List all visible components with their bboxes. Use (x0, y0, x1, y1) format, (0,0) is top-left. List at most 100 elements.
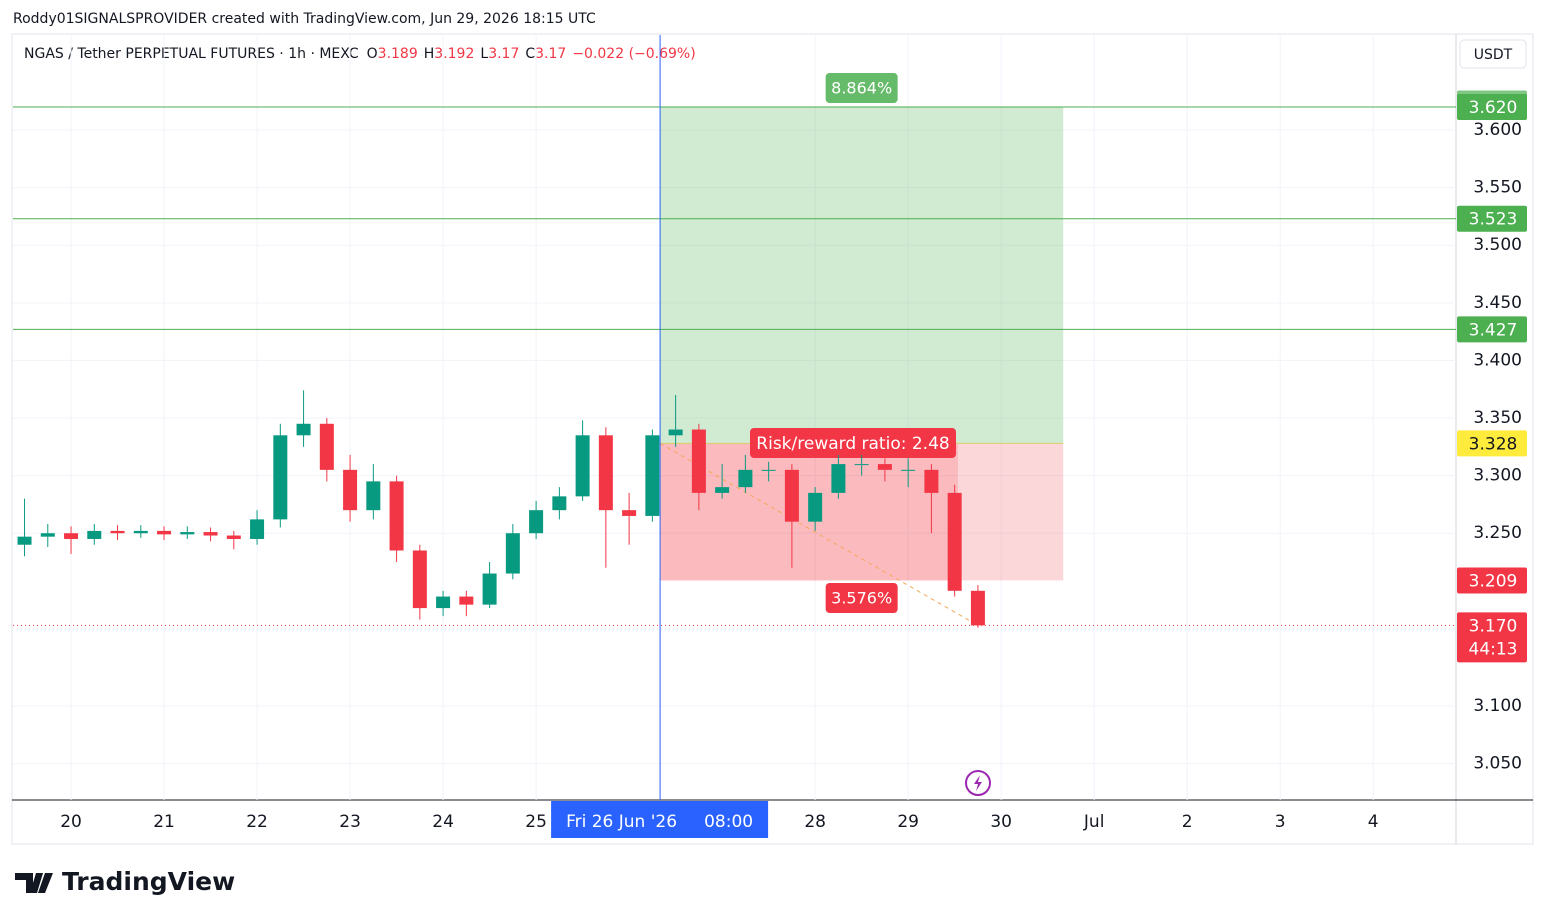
candle-body (482, 573, 497, 605)
price-tag-label: 3.427 (1469, 320, 1518, 340)
candle-body (110, 530, 125, 534)
candle-body (436, 596, 451, 609)
x-tick-label: 24 (432, 812, 454, 832)
candle-body (133, 530, 148, 534)
y-tick-label: 3.350 (1473, 408, 1522, 428)
ohlc-key: H (424, 46, 435, 62)
x-tick-label: 23 (339, 812, 361, 832)
x-tick-label: 30 (990, 812, 1012, 832)
price-tag (1457, 567, 1527, 594)
symbol: NGAS / Tether PERPETUAL FUTURES · 1h · M… (24, 46, 359, 62)
brand-logo (15, 873, 53, 893)
last-price-tag (1457, 612, 1527, 663)
candle-body (645, 435, 660, 516)
x-tick-label: 4 (1368, 812, 1379, 832)
header: Roddy01SIGNALSPROVIDER created with Trad… (13, 11, 596, 27)
price-tag-label: 3.328 (1469, 434, 1518, 454)
candle-body (924, 469, 939, 493)
y-tick-label: 3.400 (1473, 350, 1522, 370)
y-tick-label: 3.050 (1473, 754, 1522, 774)
change: −0.022 (−0.69%) (572, 46, 695, 62)
candle-body (715, 487, 730, 493)
profit-zone (660, 106, 1064, 444)
last-price-label: 3.170 (1469, 616, 1518, 636)
candle-body (854, 464, 869, 466)
price-tag-label: 3.620 (1469, 98, 1518, 118)
candle-body (668, 429, 683, 436)
ratio-pill (750, 428, 956, 458)
currency[interactable]: USDT (1474, 47, 1513, 63)
candle-body (901, 469, 916, 471)
candle-body (738, 469, 753, 488)
crosshair-box (551, 801, 769, 838)
y-tick-label: 3.100 (1473, 696, 1522, 716)
y-tick-label: 3.550 (1473, 178, 1522, 198)
candle-body (412, 550, 427, 609)
stop-pct: 3.576% (831, 589, 892, 608)
candle-body (808, 492, 823, 522)
x-tick-label: 21 (153, 812, 175, 832)
candle-body (203, 532, 218, 536)
ohlc-value: 3.17 (488, 46, 519, 62)
candle-body (87, 530, 102, 539)
brand: TradingView (62, 867, 235, 896)
y-tick-label: 3.600 (1473, 120, 1522, 140)
ohlc-value: 3.192 (434, 46, 474, 62)
target-pct: 8.864% (831, 79, 892, 98)
candle-body (622, 510, 637, 516)
candle-body (761, 469, 776, 471)
y-tick-label: 3.300 (1473, 466, 1522, 486)
candle-body (552, 496, 567, 511)
ohlc-value: 3.189 (378, 46, 418, 62)
candle-body (575, 435, 590, 497)
crosshair-time: 08:00 (704, 812, 753, 832)
x-tick-label: Jul (1083, 812, 1105, 832)
candle-body (226, 535, 241, 539)
price-tag (1457, 430, 1527, 457)
candle-body (180, 532, 195, 535)
trend-dash (659, 442, 979, 626)
x-tick-label: 2 (1182, 812, 1193, 832)
y-tick-label: 3.450 (1473, 293, 1522, 313)
currency-box[interactable] (1459, 39, 1527, 69)
ohlc-key: O (367, 46, 378, 62)
x-tick-label: 28 (804, 812, 826, 832)
price-tag (1457, 205, 1527, 232)
ohlc-value: 3.17 (535, 46, 566, 62)
x-tick-label: 20 (60, 812, 82, 832)
price-tag-label: 3.209 (1469, 571, 1518, 591)
candle-body (250, 519, 265, 539)
ohlc-key: C (525, 46, 535, 62)
candle-body (529, 510, 544, 534)
stop-pill (825, 583, 898, 613)
candle-body (877, 464, 892, 470)
target-pill (825, 73, 898, 103)
y-tick-label: 3.500 (1473, 235, 1522, 255)
candle-body (366, 481, 381, 511)
symbol-line: NGAS / Tether PERPETUAL FUTURES · 1h · M… (24, 46, 696, 62)
candle-body (296, 423, 311, 436)
candle-body (273, 435, 288, 520)
candle-body (319, 423, 334, 470)
price-tag (1457, 316, 1527, 343)
x-tick-label: 3 (1275, 812, 1286, 832)
x-tick-label: 25 (525, 812, 547, 832)
price-tag-label: 3.523 (1469, 210, 1518, 230)
alert-bolt (974, 775, 982, 791)
candle-body (17, 536, 32, 545)
y-tick-label: 3.250 (1473, 523, 1522, 543)
ohlc-key: L (480, 46, 488, 62)
crosshair-date: Fri 26 Jun '26 (566, 812, 677, 832)
x-tick-label: 22 (246, 812, 268, 832)
candle-body (831, 464, 846, 493)
candle-body (389, 481, 404, 551)
candle-body (970, 590, 985, 626)
candle-body (784, 469, 799, 522)
candle-body (505, 533, 520, 574)
candle-body (157, 530, 172, 535)
x-tick-label: 29 (897, 812, 919, 832)
frame (11, 33, 1534, 845)
price-tag (1457, 93, 1527, 120)
candle-body (40, 533, 55, 537)
